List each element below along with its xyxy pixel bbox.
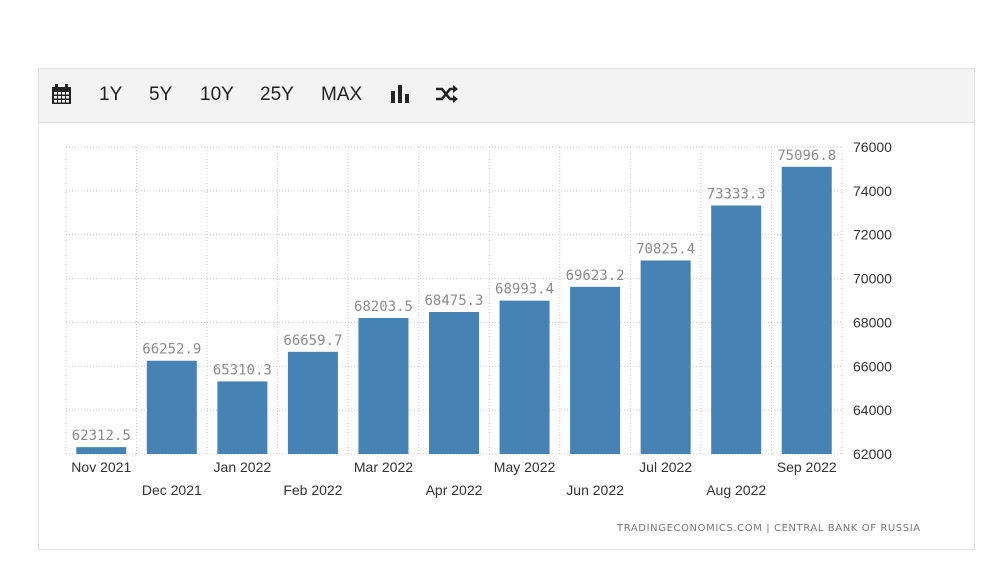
x-tick-label: Nov 2021 (71, 459, 131, 475)
bar-chart: 62000 64000 66000 68000 70000 72000 74000 76000… (65, 139, 892, 498)
bar (429, 312, 479, 454)
range-5y-button[interactable]: 5Y (149, 84, 173, 105)
chart-toolbar: 1Y 5Y 10Y 25Y MAX (39, 69, 974, 123)
data-label: 73333.3 (707, 186, 766, 202)
x-tick-label: Mar 2022 (354, 459, 413, 475)
x-tick-label: Dec 2021 (142, 482, 202, 498)
y-tick-label: 66000 (853, 358, 892, 374)
x-tick-label: Sep 2022 (777, 459, 837, 475)
y-tick-label: 70000 (853, 271, 892, 287)
bar (146, 360, 197, 454)
data-label: 66252.9 (142, 342, 201, 358)
calendar-icon[interactable] (52, 84, 71, 109)
data-label: 68475.3 (424, 293, 483, 309)
data-label: 62312.5 (72, 428, 131, 444)
y-tick-label: 64000 (853, 402, 892, 418)
data-label: 66659.7 (283, 333, 342, 349)
source-credit: TRADINGECONOMICS.COM | CENTRAL BANK OF R… (617, 523, 921, 534)
x-tick-label: Feb 2022 (283, 482, 342, 498)
bar (358, 317, 409, 454)
x-tick-label: Jan 2022 (214, 459, 272, 475)
y-tick-label: 74000 (853, 183, 892, 199)
range-max-button[interactable]: MAX (321, 84, 363, 105)
chart-panel: 1Y 5Y 10Y 25Y MAX 62000 64000 66000 68000 70… (38, 68, 975, 550)
shuffle-icon[interactable] (435, 84, 459, 109)
bar-chart-icon[interactable] (390, 85, 410, 108)
bar (711, 205, 762, 454)
range-25y-button[interactable]: 25Y (260, 84, 294, 105)
x-tick-label: Aug 2022 (706, 482, 766, 498)
data-label: 75096.8 (777, 148, 836, 164)
data-label: 70825.4 (636, 241, 695, 257)
range-1y-button[interactable]: 1Y (99, 84, 123, 105)
x-tick-label: Jun 2022 (566, 482, 624, 498)
data-label: 68993.4 (495, 282, 554, 298)
data-label: 65310.3 (213, 362, 272, 378)
y-tick-label: 72000 (853, 227, 892, 243)
bar (499, 300, 550, 454)
y-tick-label: 76000 (853, 139, 892, 155)
bar (217, 381, 268, 454)
range-10y-button[interactable]: 10Y (200, 84, 234, 105)
x-tick-label: Apr 2022 (426, 482, 483, 498)
x-tick-label: Jul 2022 (639, 459, 692, 475)
data-label: 68203.5 (354, 299, 413, 315)
x-tick-label: May 2022 (494, 459, 556, 475)
bar (640, 260, 691, 454)
bar (781, 166, 832, 454)
data-label: 69623.2 (566, 268, 625, 284)
bar (570, 286, 621, 454)
y-tick-label: 62000 (853, 446, 892, 462)
y-tick-label: 68000 (853, 314, 892, 330)
bar (76, 447, 127, 454)
bar (287, 351, 338, 454)
